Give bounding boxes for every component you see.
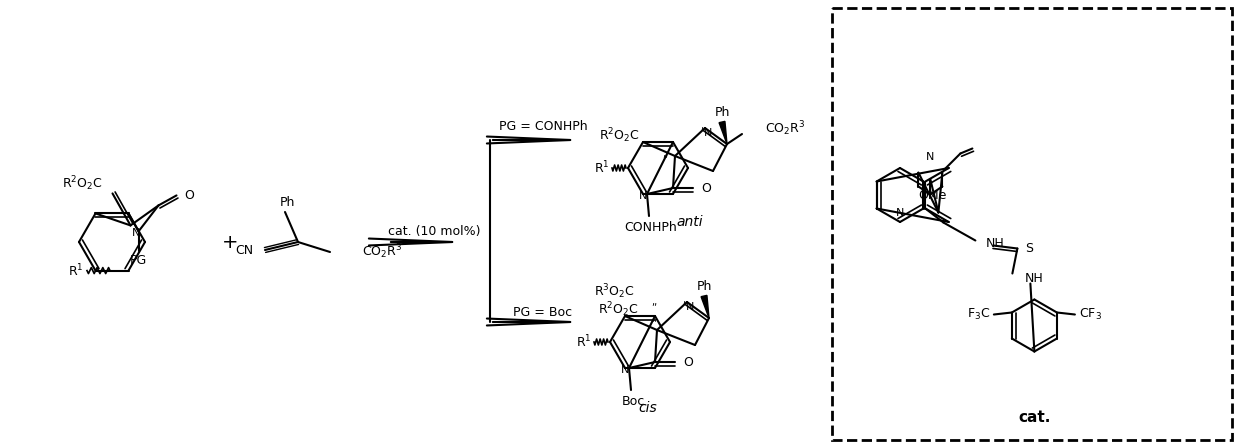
Text: CO$_2$R$^3$: CO$_2$R$^3$ [765, 120, 805, 139]
Text: OMe: OMe [919, 189, 947, 202]
Text: +: + [222, 232, 238, 252]
Text: R$^1$: R$^1$ [577, 334, 591, 350]
Text: CONHPh: CONHPh [625, 220, 677, 233]
Text: R$^1$: R$^1$ [594, 160, 610, 176]
Text: N: N [639, 191, 647, 201]
Bar [832, 8, 1233, 440]
Text: PG: PG [130, 254, 148, 267]
Text: O: O [185, 189, 195, 202]
Polygon shape [701, 295, 709, 318]
Text: CO$_2$R$^3$: CO$_2$R$^3$ [362, 243, 402, 261]
Text: Ph: Ph [714, 105, 729, 118]
Text: cat. (10 mol%): cat. (10 mol%) [388, 225, 480, 239]
Text: N: N [133, 228, 140, 238]
Text: N: N [621, 365, 629, 375]
Text: O: O [683, 355, 693, 368]
Text: R$^2$O$_2$C: R$^2$O$_2$C [599, 127, 640, 145]
Text: PG = CONHPh: PG = CONHPh [498, 121, 588, 134]
Text: N: N [926, 152, 935, 161]
Text: ,,: ,, [651, 313, 657, 323]
Text: S: S [1025, 242, 1033, 255]
Text: R$^2$O$_2$C: R$^2$O$_2$C [62, 174, 103, 193]
Text: Ph: Ph [279, 195, 295, 208]
Text: anti: anti [677, 215, 703, 229]
Text: N: N [895, 208, 904, 218]
Text: cis: cis [639, 401, 657, 415]
Text: cat.: cat. [1019, 410, 1052, 426]
Text: Ph: Ph [697, 279, 712, 292]
Text: O: O [701, 181, 711, 194]
Text: ,,: ,, [662, 149, 668, 159]
Text: N: N [704, 128, 712, 138]
Text: NH: NH [986, 237, 1004, 250]
Text: CN: CN [234, 244, 253, 257]
Text: ,,: ,, [682, 295, 688, 305]
Text: CF$_3$: CF$_3$ [1079, 307, 1102, 322]
Text: R$^1$: R$^1$ [68, 262, 84, 279]
Text: N: N [686, 302, 694, 312]
Text: NH: NH [1024, 272, 1043, 285]
Polygon shape [719, 121, 727, 144]
Text: F$_3$C: F$_3$C [966, 307, 990, 322]
Text: ,,: ,, [699, 121, 706, 131]
Text: R$^3$O$_2$C: R$^3$O$_2$C [594, 283, 635, 301]
Text: PG = Boc: PG = Boc [513, 305, 573, 319]
Text: ,,: ,, [651, 297, 657, 307]
Text: R$^2$O$_2$C: R$^2$O$_2$C [598, 301, 639, 319]
Text: Boc: Boc [621, 395, 645, 408]
